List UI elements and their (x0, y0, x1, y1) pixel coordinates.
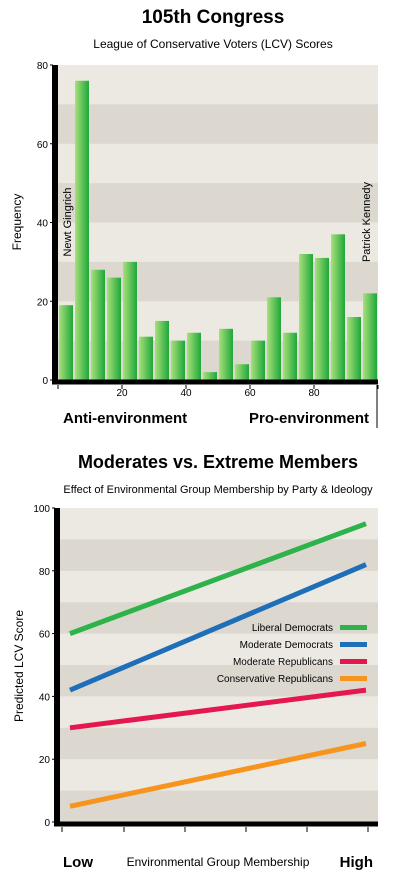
chart2-x-label-low: Low (63, 854, 93, 871)
series-line (69, 521, 367, 636)
y-tick-label: 80 (39, 567, 51, 578)
chart2-title: Moderates vs. Extreme Members (78, 452, 358, 472)
histogram-bar (283, 332, 297, 380)
y-tick-label: 100 (33, 504, 50, 515)
grid-band (58, 183, 378, 223)
x-tick-label: 40 (180, 388, 192, 399)
grid-band (58, 301, 378, 342)
histogram-bar (171, 340, 185, 380)
series-line (69, 687, 367, 731)
chart1-axes (52, 65, 378, 385)
y-tick-label: 60 (39, 630, 51, 641)
chart2-subtitle: Effect of Environmental Group Membership… (63, 484, 373, 496)
y-tick-label: 20 (37, 297, 49, 308)
annotation-newt-gingrich: Newt Gingrich (62, 187, 74, 256)
grid-band (60, 508, 378, 540)
histogram-bar (315, 257, 329, 380)
histogram-bar (203, 372, 217, 380)
chart1-x-ticks: 20 40 60 80 (57, 385, 379, 428)
chart1-grid-bands (58, 65, 378, 381)
chart2-y-ticks: 0 20 40 60 80 100 (33, 504, 55, 829)
chart2-legend: Liberal Democrats Moderate Democrats Moder… (217, 623, 367, 685)
chart1-y-ticks: 0 20 40 60 80 (37, 61, 53, 387)
legend-swatch (340, 642, 367, 647)
y-tick-label: 20 (39, 755, 51, 766)
chart1-y-axis-label: Frequency (10, 194, 24, 251)
histogram-bar (139, 336, 153, 380)
chart2-x-axis-label: Environmental Group Membership (127, 855, 310, 869)
legend-label: Liberal Democrats (252, 623, 333, 634)
grid-band (58, 340, 378, 381)
x-tick-label: 80 (308, 388, 320, 399)
y-tick-label: 60 (37, 140, 49, 151)
histogram-bar (251, 340, 265, 380)
y-tick-label: 40 (37, 219, 49, 230)
grid-band (58, 261, 378, 302)
grid-band (60, 790, 378, 823)
series-line (69, 562, 367, 693)
histogram-bar (331, 234, 345, 380)
histogram-bar (155, 320, 169, 380)
series-line (69, 741, 367, 809)
y-tick-label: 40 (39, 692, 51, 703)
grid-band (58, 222, 378, 263)
grid-band (58, 104, 378, 145)
histogram-bar (347, 317, 361, 380)
chart1-x-label-left: Anti-environment (63, 410, 187, 427)
annotation-patrick-kennedy: Patrick Kennedy (361, 181, 373, 262)
legend-swatch (340, 676, 367, 681)
histogram-bar (299, 254, 313, 380)
chart2-axes (54, 508, 378, 832)
histogram-bar (267, 297, 281, 380)
y-tick-label: 80 (37, 61, 49, 72)
x-tick-label: 20 (116, 388, 128, 399)
chart2-x-label-high: High (340, 854, 373, 871)
histogram-chart: 105th Congress League of Conservative Vo… (10, 7, 379, 428)
chart2-lines (69, 521, 367, 809)
chart1-bars (59, 80, 377, 380)
grid-band (60, 727, 378, 760)
histogram-bar (123, 261, 137, 380)
y-tick-label: 0 (42, 376, 48, 387)
x-tick-label: 60 (244, 388, 256, 399)
histogram-bar (235, 364, 249, 380)
legend-swatch (340, 625, 367, 630)
histogram-bar (219, 328, 233, 380)
histogram-bar (187, 332, 201, 380)
chart2-y-axis-label: Predicted LCV Score (12, 610, 26, 722)
chart1-subtitle: League of Conservative Voters (LCV) Scor… (93, 37, 332, 51)
legend-label: Conservative Republicans (217, 674, 333, 685)
grid-band (58, 65, 378, 105)
legend-swatch (340, 659, 367, 664)
histogram-bar (59, 305, 73, 380)
legend-label: Moderate Republicans (233, 657, 333, 668)
histogram-bar (107, 277, 121, 380)
grid-band (60, 539, 378, 572)
histogram-bar (363, 293, 377, 380)
chart1-x-label-right: Pro-environment (249, 410, 369, 427)
histogram-bar (91, 269, 105, 380)
grid-band (58, 143, 378, 184)
y-tick-label: 0 (44, 818, 50, 829)
line-chart: Moderates vs. Extreme Members Effect of … (12, 452, 378, 871)
chart1-title: 105th Congress (142, 7, 285, 28)
legend-label: Moderate Democrats (240, 640, 333, 651)
grid-band (60, 633, 378, 666)
histogram-bar (75, 80, 89, 380)
grid-band (60, 570, 378, 603)
